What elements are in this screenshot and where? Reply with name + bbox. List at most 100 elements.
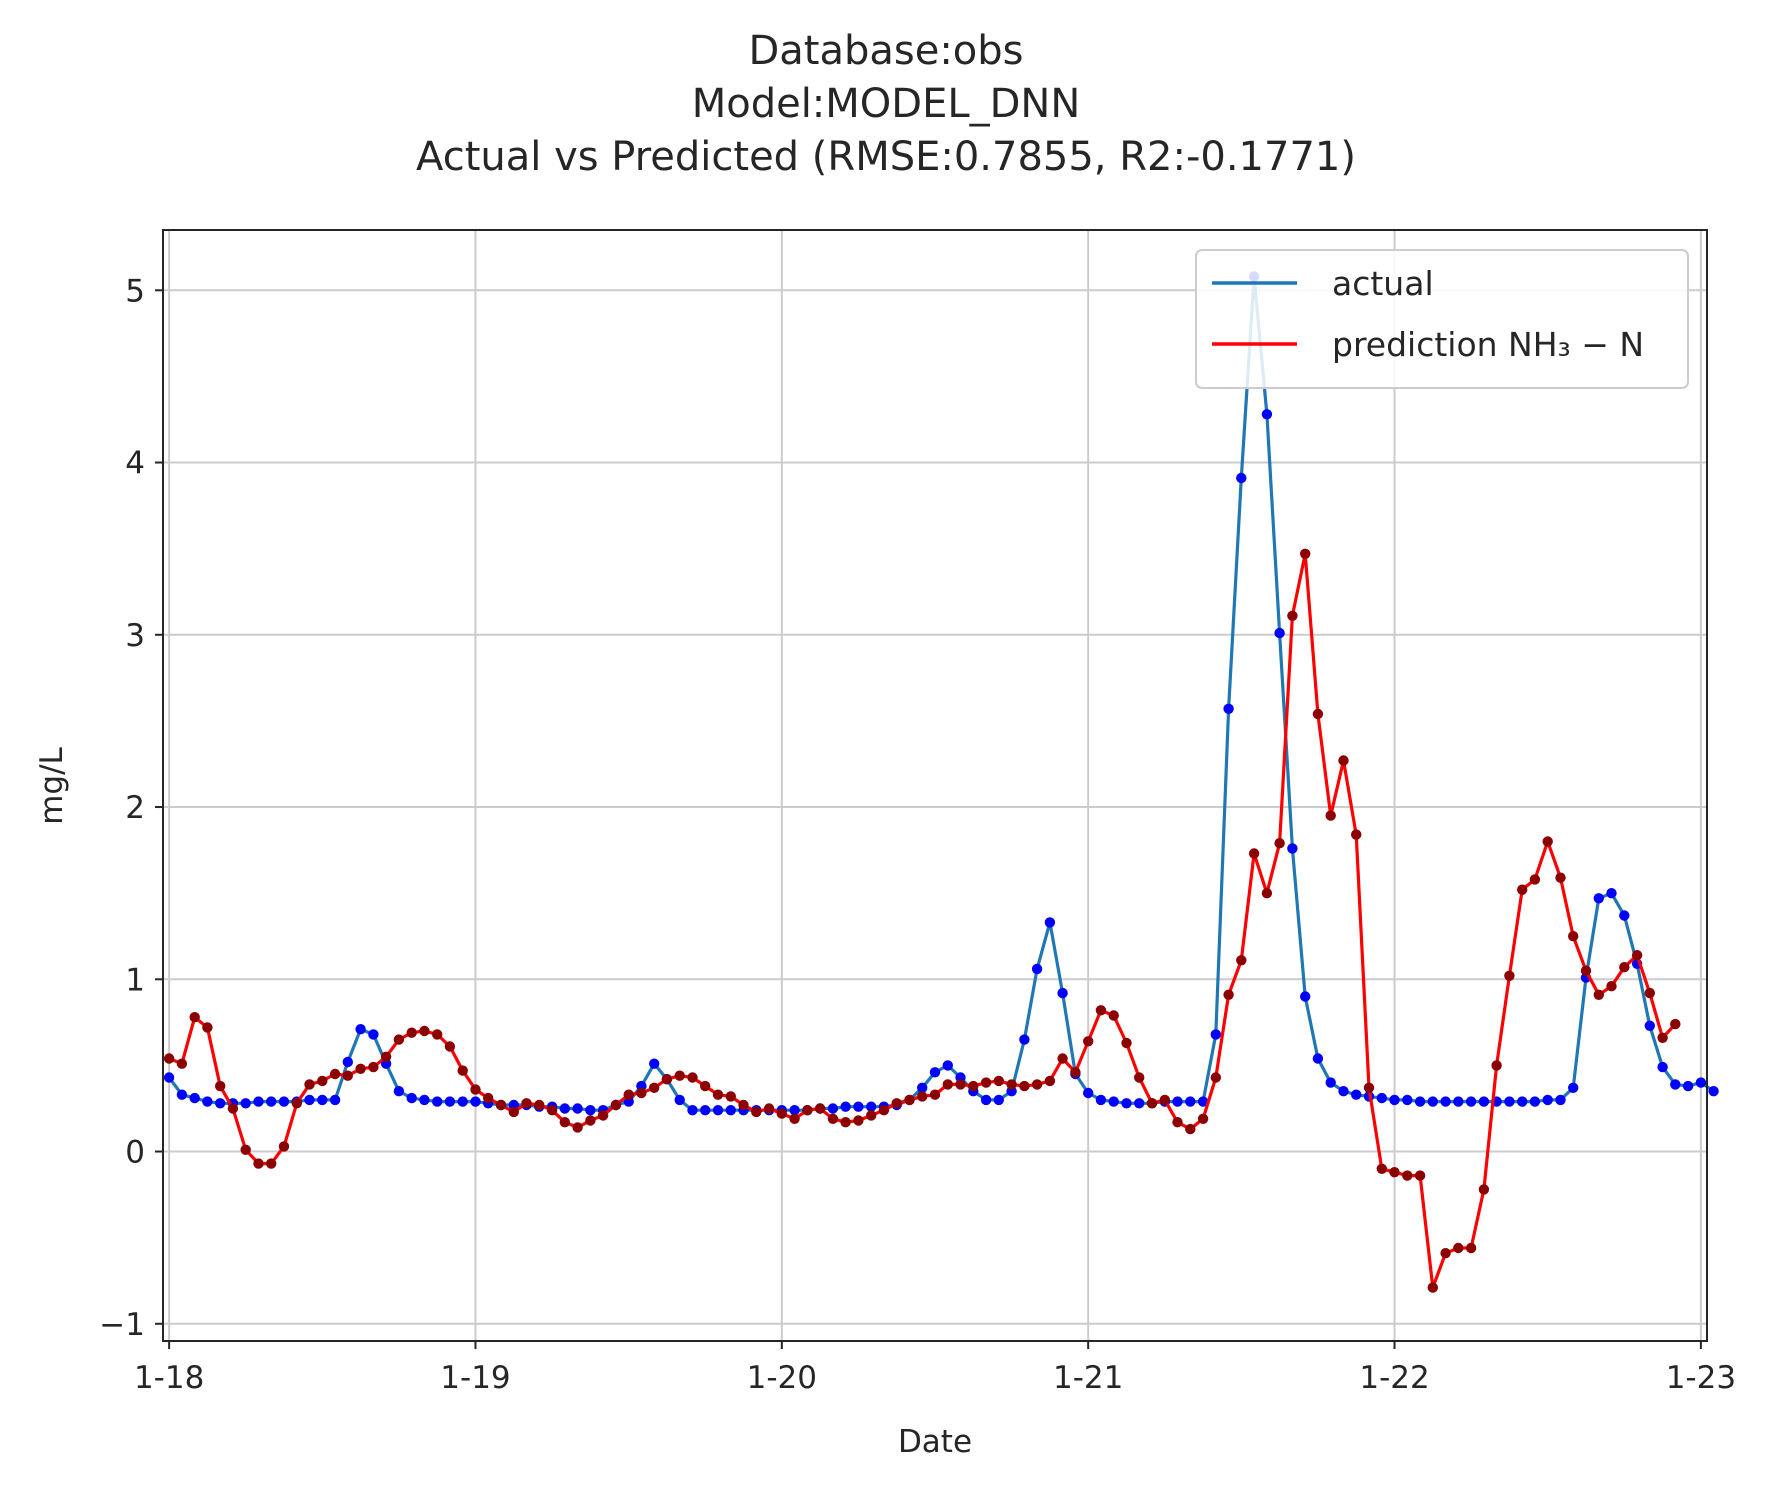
actual-point bbox=[559, 1103, 570, 1114]
actual-point bbox=[827, 1103, 839, 1114]
chart-title-line-2: Model:MODEL_DNN bbox=[692, 81, 1081, 127]
actual-point bbox=[266, 1096, 277, 1107]
actual-point bbox=[1351, 1089, 1362, 1100]
prediction-point bbox=[1031, 1079, 1043, 1090]
prediction-point bbox=[521, 1098, 532, 1109]
prediction-point bbox=[993, 1075, 1004, 1087]
prediction-point bbox=[368, 1061, 379, 1073]
actual-point bbox=[1134, 1098, 1145, 1109]
x-tick-label: 1-22 bbox=[1359, 1360, 1429, 1396]
x-tick-label: 1-23 bbox=[1666, 1360, 1736, 1396]
actual-point bbox=[278, 1096, 290, 1107]
prediction-point bbox=[789, 1113, 800, 1125]
prediction-point bbox=[929, 1089, 941, 1100]
prediction-point bbox=[802, 1105, 813, 1116]
prediction-point bbox=[559, 1117, 570, 1128]
prediction-point bbox=[878, 1105, 890, 1116]
actual-point bbox=[342, 1056, 353, 1068]
prediction-point bbox=[304, 1079, 315, 1090]
prediction-point bbox=[738, 1099, 749, 1111]
actual-point bbox=[317, 1094, 328, 1106]
actual-point bbox=[1695, 1077, 1707, 1088]
actual-point bbox=[1108, 1096, 1119, 1107]
prediction-point bbox=[980, 1077, 992, 1088]
prediction-point bbox=[1159, 1094, 1171, 1106]
prediction-point bbox=[917, 1091, 928, 1102]
prediction-point bbox=[814, 1103, 826, 1114]
prediction-point bbox=[444, 1041, 456, 1052]
prediction-point bbox=[1657, 1032, 1668, 1044]
prediction-point bbox=[278, 1141, 290, 1152]
actual-point bbox=[1708, 1086, 1719, 1097]
prediction-point bbox=[712, 1089, 724, 1100]
actual-point bbox=[470, 1096, 481, 1107]
prediction-point bbox=[266, 1158, 277, 1169]
prediction-point bbox=[763, 1103, 775, 1114]
prediction-point bbox=[674, 1070, 685, 1081]
prediction-point bbox=[968, 1080, 979, 1092]
actual-point bbox=[1287, 843, 1298, 854]
actual-point bbox=[444, 1096, 456, 1107]
prediction-point bbox=[1631, 950, 1643, 961]
actual-point bbox=[1529, 1096, 1541, 1107]
x-axis: 1-18 1-19 1-20 1-21 1-22 1-23 bbox=[134, 1341, 1736, 1396]
y-tick-label: 3 bbox=[125, 618, 145, 654]
actual-point bbox=[1555, 1094, 1566, 1106]
actual-point bbox=[687, 1105, 698, 1116]
x-axis-label: Date bbox=[898, 1424, 972, 1460]
actual-point bbox=[1478, 1096, 1490, 1107]
prediction-point bbox=[317, 1075, 328, 1087]
prediction-point bbox=[827, 1113, 839, 1125]
legend: actual prediction NH₃ − N bbox=[1195, 249, 1689, 389]
y-tick-label: 2 bbox=[125, 790, 145, 826]
prediction-point bbox=[355, 1063, 366, 1075]
prediction-point bbox=[253, 1158, 264, 1169]
actual-point bbox=[1031, 963, 1043, 975]
actual-point bbox=[1083, 1087, 1094, 1099]
actual-point bbox=[674, 1094, 685, 1106]
prediction-point bbox=[891, 1098, 902, 1109]
prediction-point bbox=[636, 1087, 647, 1099]
x-tick-label: 1-21 bbox=[1053, 1360, 1123, 1396]
actual-point bbox=[1325, 1077, 1336, 1088]
prediction-point bbox=[1414, 1170, 1426, 1181]
prediction-point bbox=[623, 1089, 634, 1100]
prediction-point bbox=[1568, 931, 1579, 942]
actual-point bbox=[572, 1103, 583, 1114]
actual-point bbox=[1057, 987, 1068, 999]
actual-point bbox=[1300, 991, 1311, 1002]
prediction-point bbox=[1185, 1123, 1196, 1135]
chart-title-line-3: Actual vs Predicted (RMSE:0.7855, R2:-0.… bbox=[416, 134, 1356, 180]
actual-point bbox=[1465, 1096, 1477, 1107]
actual-point bbox=[1682, 1080, 1694, 1092]
prediction-point bbox=[419, 1025, 430, 1037]
actual-point bbox=[942, 1060, 953, 1071]
prediction-point bbox=[955, 1079, 966, 1090]
prediction-point bbox=[1580, 965, 1592, 976]
y-tick-label: 1 bbox=[125, 962, 145, 998]
actual-point bbox=[253, 1096, 264, 1107]
prediction-point bbox=[176, 1058, 188, 1069]
actual-point bbox=[1376, 1092, 1388, 1104]
actual-point bbox=[1517, 1096, 1528, 1107]
prediction-point bbox=[1134, 1072, 1145, 1083]
x-tick-label: 1-18 bbox=[134, 1360, 204, 1396]
prediction-point bbox=[1172, 1117, 1183, 1128]
prediction-point bbox=[1593, 989, 1605, 1000]
actual-point bbox=[189, 1092, 200, 1104]
prediction-point bbox=[432, 1029, 443, 1040]
prediction-point bbox=[687, 1072, 698, 1083]
actual-point bbox=[1440, 1096, 1451, 1107]
prediction-point bbox=[572, 1122, 583, 1133]
series-layer bbox=[163, 271, 1719, 1293]
actual-point bbox=[329, 1094, 341, 1106]
actual-point bbox=[700, 1105, 711, 1116]
prediction-point bbox=[1248, 848, 1260, 859]
prediction-point bbox=[1121, 1037, 1132, 1049]
actual-point bbox=[1593, 893, 1605, 904]
prediction-point bbox=[1019, 1080, 1030, 1092]
prediction-point bbox=[393, 1034, 405, 1045]
prediction-point bbox=[1619, 962, 1630, 973]
prediction-point bbox=[1504, 970, 1515, 981]
